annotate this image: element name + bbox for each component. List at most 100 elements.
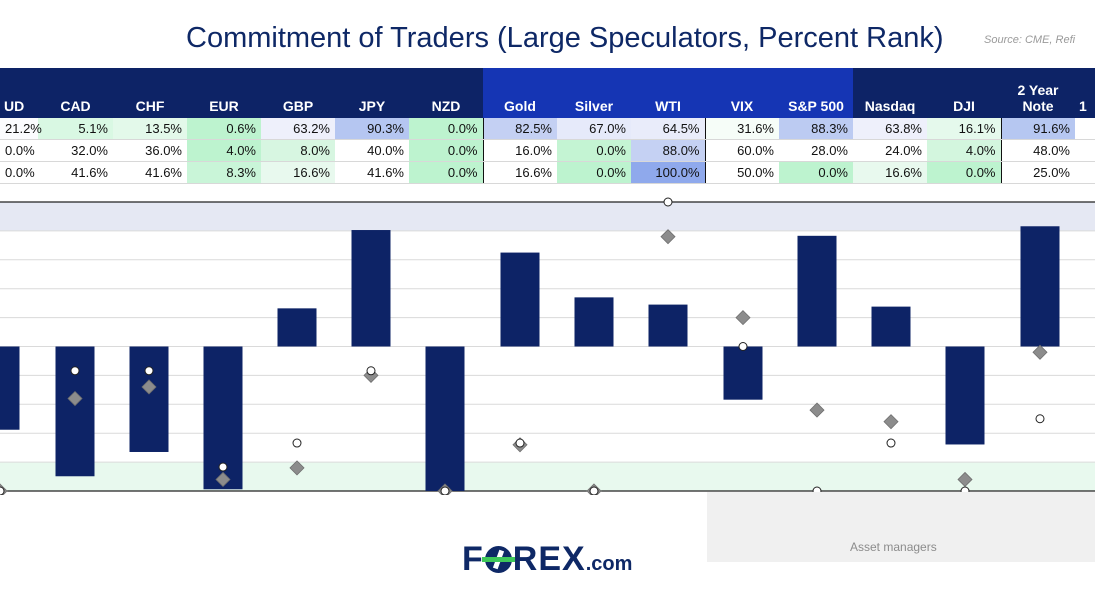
column-header: WTI [631, 68, 705, 118]
circle-marker [440, 486, 450, 495]
circle-marker [886, 438, 896, 448]
diamond-marker [67, 390, 83, 407]
bar [723, 346, 763, 400]
table-cell: 16.1% [927, 118, 1002, 140]
table-cell: 63.8% [853, 118, 927, 140]
bar [500, 252, 540, 347]
column-header: GBP [261, 68, 335, 118]
table-cell: 41.6% [113, 161, 187, 184]
bar [55, 346, 95, 477]
circle-marker [0, 486, 5, 495]
table-cell: 0.0% [557, 139, 631, 162]
table-cell [1075, 161, 1095, 184]
bar [0, 346, 20, 430]
column-header: Nasdaq [853, 68, 927, 118]
table-cell: 50.0% [705, 161, 779, 184]
table-cell [1075, 139, 1095, 162]
table-cell: 0.0% [779, 161, 853, 184]
table-cell: 31.6% [705, 118, 779, 140]
column-header: VIX [705, 68, 779, 118]
bar [425, 346, 465, 491]
circle-marker [738, 342, 748, 351]
table-cell: 25.0% [1001, 161, 1075, 184]
table-cell: 0.0% [0, 161, 38, 184]
circle-marker [218, 462, 228, 472]
forex-logo: F REX.com [462, 540, 632, 579]
bar-chart: UDCADCHFEURGBPJPYNZDGoldSilverWTIVIXS&P … [0, 197, 1095, 495]
logo-letters: REX [512, 540, 586, 578]
table-cell [1075, 118, 1095, 140]
table-cell: 5.1% [38, 118, 113, 140]
table-cell: 0.6% [187, 118, 261, 140]
table-cell: 0.0% [557, 161, 631, 184]
diamond-marker [735, 310, 751, 326]
source-note: Source: CME, Refi [984, 34, 1076, 46]
asset-managers-group-box [707, 492, 1095, 562]
table-cell: 24.0% [853, 139, 927, 162]
table-cell: 41.6% [335, 161, 409, 184]
upper-extreme-band [0, 202, 1095, 231]
circle-marker [589, 486, 599, 495]
diamond-marker [141, 379, 157, 395]
table-cell: 40.0% [335, 139, 409, 162]
table-row: 0.0% 41.6% 41.6% 8.3% 16.6% 41.6% 0.0% 16.6% 0.0… [0, 161, 1095, 184]
circle-marker [70, 366, 80, 376]
column-header: Silver [557, 68, 631, 118]
table-cell: 67.0% [557, 118, 631, 140]
diamond-marker [1032, 344, 1048, 360]
table-cell: 91.6% [1001, 118, 1075, 140]
table-cell: 16.6% [261, 161, 335, 184]
circle-marker [515, 438, 525, 448]
table-cell: 28.0% [779, 139, 853, 162]
bar [871, 306, 911, 347]
table-cell: 88.0% [631, 139, 706, 162]
table-cell: 36.0% [113, 139, 187, 162]
column-header: UD [0, 68, 38, 118]
diamond-marker [289, 460, 305, 476]
table-cell: 88.3% [779, 118, 853, 140]
table-cell: 64.5% [631, 118, 706, 140]
bar [648, 304, 688, 347]
diamond-marker [660, 229, 676, 245]
table-cell: 0.0% [409, 118, 484, 140]
table-cell: 4.0% [927, 139, 1002, 162]
table-cell: 13.5% [113, 118, 187, 140]
data-table: UD CAD CHF EUR GBP JPY NZD Gold Silver WTI VIX S&P … [0, 68, 1095, 184]
column-header: Gold [483, 68, 557, 118]
table-cell: 60.0% [705, 139, 779, 162]
column-header: CAD [38, 68, 113, 118]
column-header: DJI [927, 68, 1001, 118]
table-cell: 8.0% [261, 139, 335, 162]
diamond-marker [809, 402, 825, 418]
circle-marker [144, 366, 154, 376]
table-cell: 0.0% [0, 139, 38, 162]
table-cell: 0.0% [927, 161, 1002, 184]
table-cell: 82.5% [483, 118, 557, 140]
bar [945, 346, 985, 445]
diamond-marker [883, 414, 899, 430]
table-cell: 0.0% [409, 161, 484, 184]
bar [277, 308, 317, 347]
circle-marker [1035, 414, 1045, 424]
column-header: NZD [409, 68, 483, 118]
table-cell: 90.3% [335, 118, 409, 140]
table-cell: 41.6% [38, 161, 113, 184]
table-cell: 16.6% [483, 161, 557, 184]
bar [797, 235, 837, 347]
table-cell: 8.3% [187, 161, 261, 184]
table-cell: 16.6% [853, 161, 927, 184]
table-cell: 4.0% [187, 139, 261, 162]
circle-marker [292, 438, 302, 448]
table-cell: 0.0% [409, 139, 484, 162]
column-header: S&P 500 [779, 68, 853, 118]
column-header: CHF [113, 68, 187, 118]
column-header: JPY [335, 68, 409, 118]
logo-letter-f: F [462, 540, 484, 578]
table-cell: 48.0% [1001, 139, 1075, 162]
diamond-marker [215, 471, 231, 488]
logo-suffix: .com [585, 553, 633, 575]
table-cell: 100.0% [631, 161, 706, 184]
circle-marker [663, 197, 673, 207]
lower-extreme-band [0, 462, 1095, 491]
bar [129, 346, 169, 452]
